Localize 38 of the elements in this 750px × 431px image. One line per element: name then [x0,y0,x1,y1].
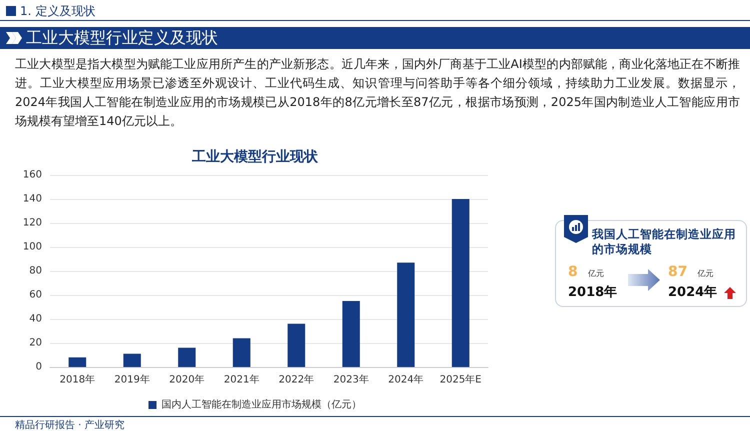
legend-label: 国内人工智能在制造业应用市场规模（亿元） [162,398,362,410]
x-tick-label: 2020年 [169,374,205,386]
y-tick-label: 140 [22,194,42,204]
x-tick-label: 2018年 [60,374,96,386]
y-tick-label: 80 [29,266,42,276]
text: 87 [668,264,688,280]
y-tick-label: 100 [22,242,42,252]
bar [397,262,415,367]
bar [342,301,360,367]
x-tick-label: 2019年 [114,374,150,386]
y-tick-label: 20 [29,338,42,348]
bar [452,199,470,367]
y-tick-label: 120 [22,218,42,228]
y-tick-label: 0 [36,362,42,372]
y-tick-label: 60 [29,290,42,300]
bar [178,348,196,367]
x-tick-label: 2021年 [224,374,260,386]
text: 亿元 [697,269,714,278]
text: 1. 定义及现状 [20,3,96,20]
text: 2018年 [568,284,618,301]
x-tick-label: 2023年 [333,374,369,386]
text: 2024年 [668,284,718,301]
text: 精品行研报告 · 产业研究 [15,418,125,431]
bar [232,338,250,367]
text: 工业大模型行业定义及现状 [26,28,218,48]
x-tick-label: 2024年 [388,374,424,386]
y-tick-label: 40 [29,314,42,324]
x-tick-label: 2025年E [440,374,482,386]
bar [288,324,306,367]
chart-title: 工业大模型行业现状 [191,149,319,165]
bar [123,354,141,367]
bar [68,357,86,367]
x-tick-label: 2022年 [278,374,314,386]
text: 8 [568,264,578,280]
y-tick-label: 160 [22,170,42,180]
text: 亿元 [588,269,604,278]
text: 工业大模型是指大模型为赋能工业应用所产生的产业新形态。近几年来，国内外厂商基于工业AI模型的内部赋能，商业化落地正在不断推进。工业大模型应用场景已渗透至外观设计、工业代码生成、知识管理与问答助手等各个细分领域，持续助力工业发展。数据显示，2024年我国人工智能在制造业应用的市场规模已从2018年的8亿元增长至87亿元，根据市场预测，2025年国内制造业人工智能应用市场规模有望增至140亿元以上。 [15,56,740,130]
text: 我国人工智能在制造业应用的市场规模 [592,227,737,257]
